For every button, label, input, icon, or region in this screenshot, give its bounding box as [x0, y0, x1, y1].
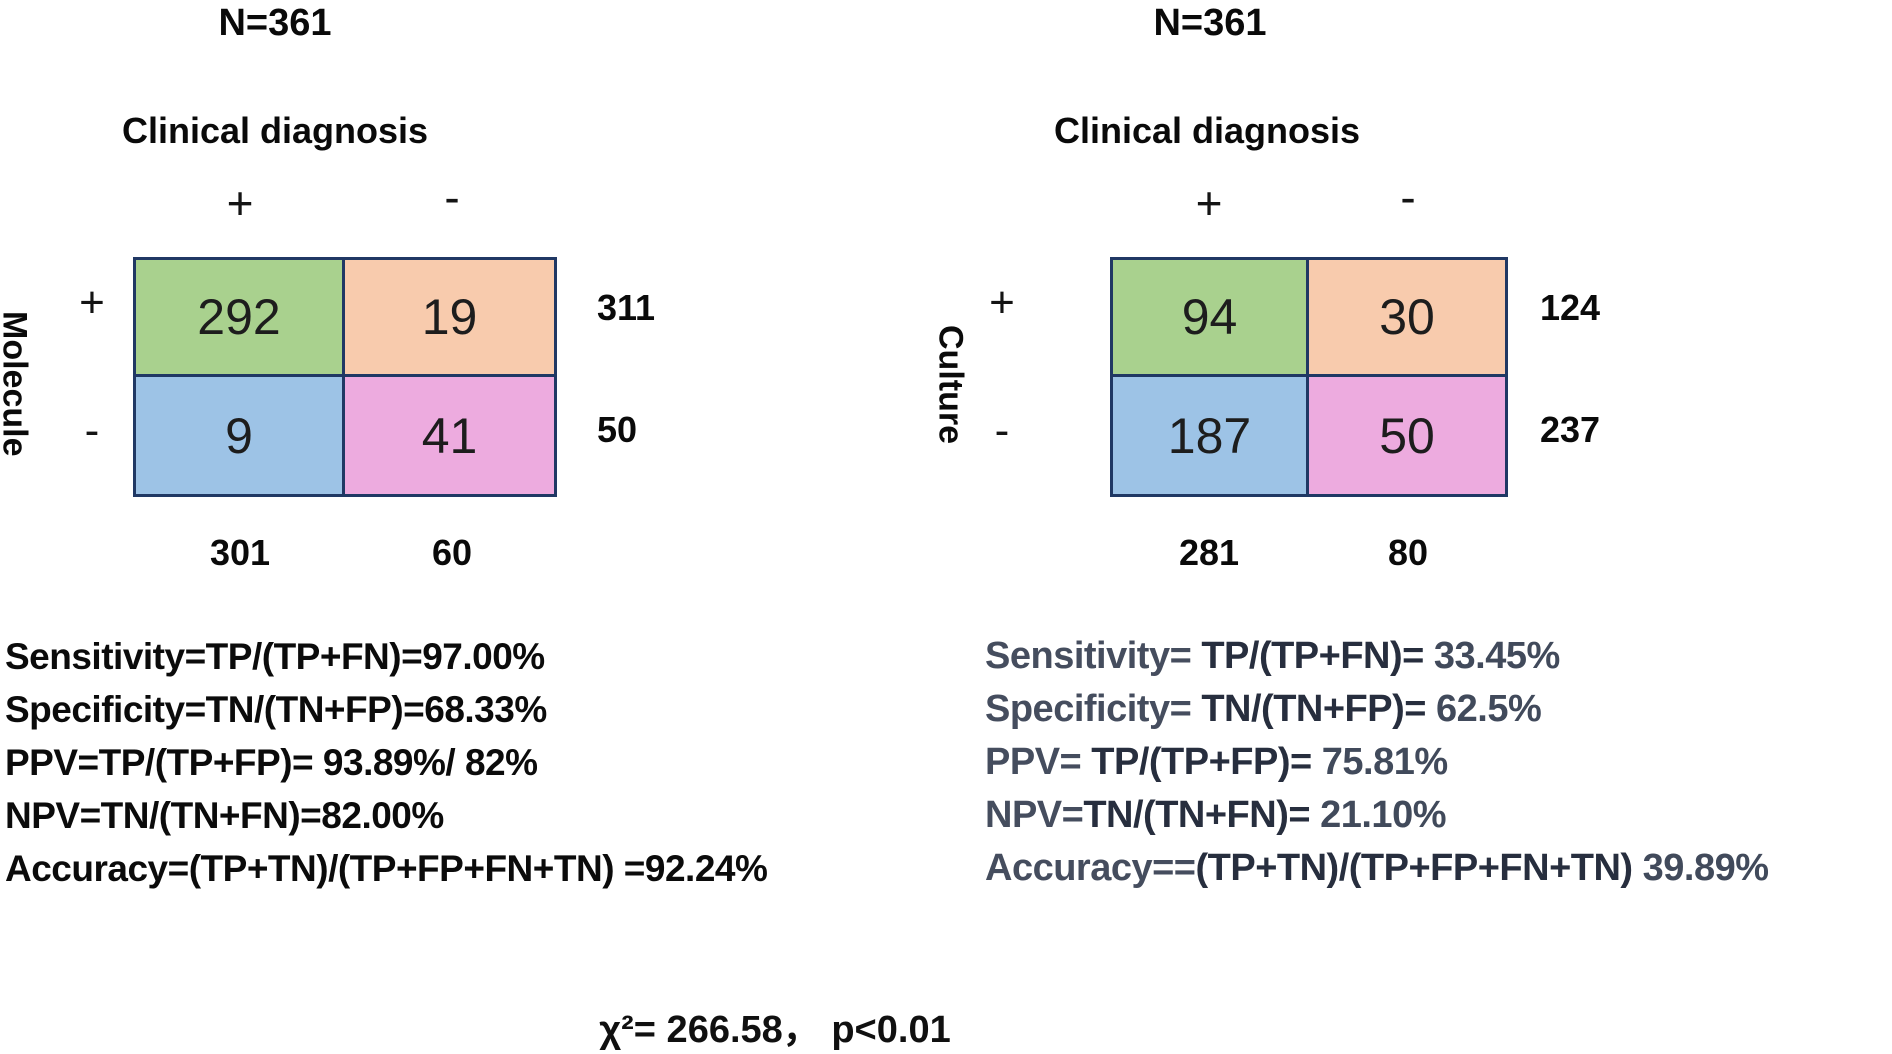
column-header-negative: - — [1400, 171, 1416, 223]
chi-square-note: χ²= 266.58， p<0.01 — [599, 1009, 951, 1051]
stat-formula: =TN/(TN+FP)= — [184, 689, 425, 730]
column-total-negative: 80 — [1387, 532, 1429, 573]
row-total-positive: 311 — [597, 287, 656, 328]
stat-formula: =TP/(TP+FN)= — [184, 636, 423, 677]
stat-value: 62.5% — [1436, 688, 1542, 730]
npv-line: NPV=TN/(TN+FN)=82.00% — [5, 789, 767, 842]
stat-value: 75.81% — [1321, 741, 1448, 783]
stat-value: 82.00% — [321, 795, 444, 836]
cell-false-negative: 9 — [136, 377, 345, 494]
stat-label: PPV= — [985, 741, 1082, 783]
column-total-negative: 60 — [431, 532, 473, 573]
row-header-positive: + — [989, 278, 1015, 327]
sensitivity-line: Sensitivity= TP/(TP+FN)= 33.45% — [985, 630, 1769, 683]
stat-value: 92.24% — [644, 848, 768, 889]
stat-value: 33.45% — [1433, 635, 1560, 677]
confusion-matrix: 292 19 9 41 — [133, 257, 557, 497]
ppv-line: PPV=TP/(TP+FP)= 93.89%/ 82% — [5, 736, 767, 789]
sensitivity-line: Sensitivity=TP/(TP+FN)=97.00% — [5, 630, 767, 683]
stat-label: NPV= — [985, 794, 1084, 836]
stat-formula: TN/(TN+FN)= — [1083, 794, 1321, 836]
row-total-negative: 50 — [597, 409, 638, 450]
npv-line: NPV=TN/(TN+FN)= 21.10% — [985, 789, 1769, 842]
stat-label: Specificity — [5, 689, 185, 730]
stat-label: Accuracy== — [985, 847, 1196, 889]
column-total-positive: 301 — [209, 532, 271, 573]
accuracy-line: Accuracy=(TP+TN)/(TP+FP+FN+TN) =92.24% — [5, 842, 768, 895]
accuracy-line: Accuracy==(TP+TN)/(TP+FP+FN+TN) 39.89% — [985, 842, 1769, 895]
stat-value: 68.33% — [424, 689, 547, 730]
row-total-positive: 124 — [1540, 287, 1601, 328]
column-axis-title: Clinical diagnosis — [1053, 110, 1361, 151]
column-header-positive: + — [1195, 177, 1223, 229]
stats-block: Sensitivity=TP/(TP+FN)=97.00% Specificit… — [5, 630, 768, 895]
column-header-negative: - — [444, 171, 460, 223]
stat-label: NPV — [5, 795, 80, 836]
stat-label: Sensitivity= — [985, 635, 1192, 677]
row-header-negative: - — [994, 406, 1010, 455]
stat-formula: =TP/(TP+FP)= — [77, 742, 323, 783]
specificity-line: Specificity= TN/(TN+FP)= 62.5% — [985, 683, 1769, 736]
column-header-positive: + — [226, 177, 254, 229]
stats-block: Sensitivity= TP/(TP+FN)= 33.45% Specific… — [985, 630, 1769, 895]
cell-true-negative: 41 — [345, 377, 554, 494]
stat-value: 97.00% — [422, 636, 545, 677]
column-total-positive: 281 — [1178, 532, 1240, 573]
stat-label: PPV — [5, 742, 78, 783]
cell-true-positive: 94 — [1113, 260, 1309, 377]
stat-formula: (TP+TN)/(TP+FP+FN+TN) — [1195, 847, 1643, 889]
cell-true-negative: 50 — [1309, 377, 1505, 494]
ppv-line: PPV= TP/(TP+FP)= 75.81% — [985, 736, 1769, 789]
stat-label: Specificity= — [985, 688, 1192, 730]
sample-size-label: N=361 — [218, 2, 332, 44]
row-total-negative: 237 — [1540, 409, 1601, 450]
cell-false-negative: 187 — [1113, 377, 1309, 494]
stat-value: 93.89%/ 82% — [322, 742, 538, 783]
row-header-positive: + — [79, 278, 105, 327]
stat-value: 21.10% — [1320, 794, 1446, 836]
stat-formula: TP/(TP+FP)= — [1081, 741, 1322, 783]
specificity-line: Specificity=TN/(TN+FP)=68.33% — [5, 683, 767, 736]
confusion-matrix: 94 30 187 50 — [1110, 257, 1508, 497]
row-axis-title: Molecule — [0, 311, 34, 457]
row-header-negative: - — [84, 406, 100, 455]
column-axis-title: Clinical diagnosis — [121, 110, 429, 151]
cell-true-positive: 292 — [136, 260, 345, 377]
cell-false-positive: 19 — [345, 260, 554, 377]
stat-formula: TP/(TP+FN)= — [1191, 635, 1434, 677]
stat-formula: =(TP+TN)/(TP+FP+FN+TN) = — [167, 848, 646, 889]
stat-formula: =TN/(TN+FN)= — [79, 795, 322, 836]
row-axis-title: Culture — [931, 324, 970, 444]
stat-label: Accuracy — [5, 848, 168, 889]
stat-value: 39.89% — [1642, 847, 1769, 889]
cell-false-positive: 30 — [1309, 260, 1505, 377]
stat-formula: TN/(TN+FP)= — [1191, 688, 1436, 730]
sample-size-label: N=361 — [1153, 2, 1267, 44]
stat-label: Sensitivity — [5, 636, 185, 677]
